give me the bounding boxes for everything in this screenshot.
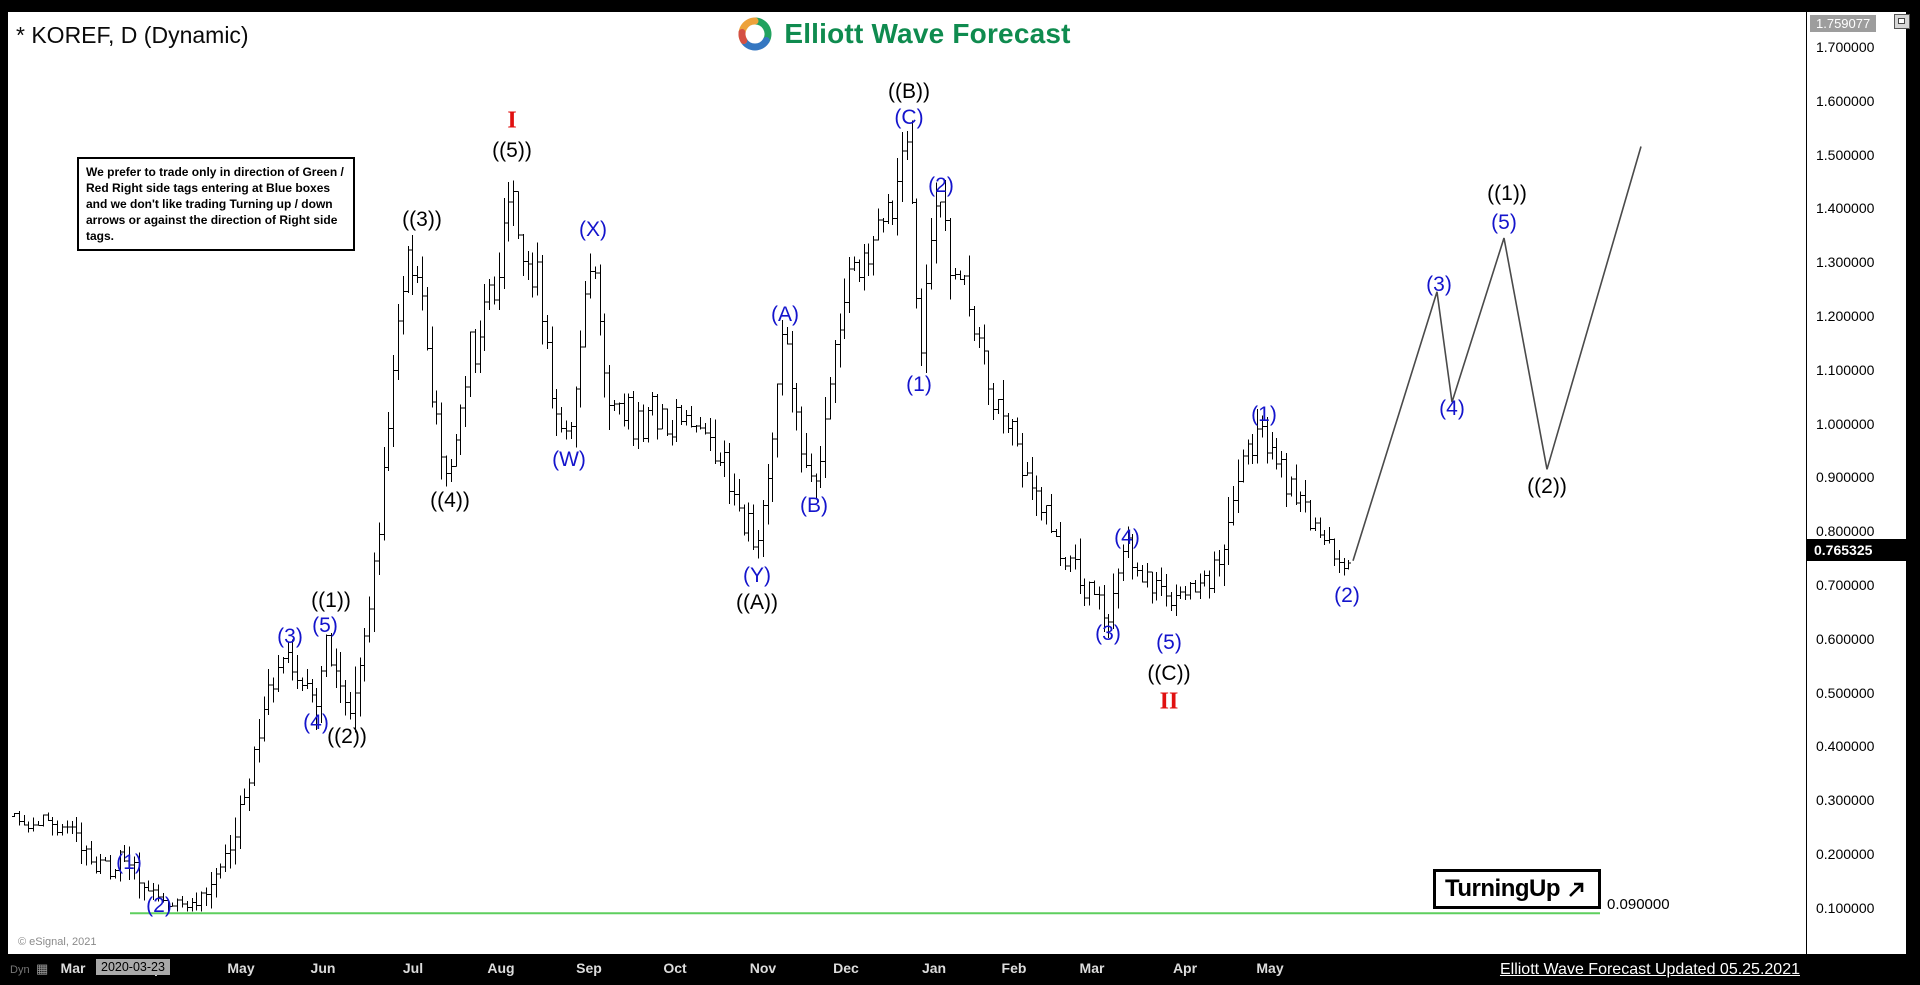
wave-label: ((1)) [1487,182,1527,205]
wave-label: (C) [894,106,924,129]
window-restore-glyph [1898,18,1905,24]
month-label: Mar [60,960,86,976]
price-tick-label: 0.400000 [1816,738,1875,755]
wave-label: (5) [1491,211,1517,234]
scrollbar-strip[interactable] [1906,0,1920,985]
price-tick-label: 1.000000 [1816,415,1875,432]
wave-label: (2) [146,894,172,917]
month-label: May [227,960,255,976]
wave-label: (3) [277,625,303,648]
wave-label: ((4)) [430,489,470,512]
month-label: Oct [663,960,687,976]
wave-label: II [1159,688,1179,715]
month-label: Jan [921,960,947,976]
month-label: Nov [749,960,777,976]
wave-label: ((2)) [327,725,367,748]
price-axis[interactable]: 1.759077 1.700000 1.600000 1.500000 1.40000… [1806,12,1920,954]
month-label: Feb [1001,960,1027,976]
price-tick-label: 0.300000 [1816,792,1875,809]
month-label: May [1256,960,1284,976]
month-label: Mar [1079,960,1105,976]
wave-label: (A) [771,303,799,326]
wave-label: ((5)) [492,139,532,162]
wave-label: ((A)) [736,591,778,614]
wave-label: (2) [1334,584,1360,607]
price-tick-label: 0.600000 [1816,630,1875,647]
copyright-label: © eSignal, 2021 [18,936,97,948]
start-date-badge: 2020-03-23 [96,959,170,975]
price-tick-label: 1.200000 [1816,308,1875,324]
wave-label: (4) [1439,397,1465,420]
price-tick-label: 0.900000 [1816,469,1875,486]
window-top-bar [0,0,1920,12]
price-tick-label: 1.600000 [1816,92,1875,109]
wave-label: (1) [906,373,932,396]
price-tick-label: 0.800000 [1816,523,1875,540]
wave-label: (Y) [743,564,771,587]
price-tick-label: 0.700000 [1816,577,1875,593]
wave-label: ((1)) [311,589,351,612]
price-tick-label: 1.300000 [1816,254,1875,271]
window-left-border [0,0,8,954]
high-price-badge: 1.759077 [1810,15,1877,32]
wave-label: (W) [552,448,586,471]
brand-logo: Elliott Wave Forecast [0,14,1806,54]
price-tick-label: 0.200000 [1816,846,1875,862]
wave-label: (B) [800,494,828,517]
wave-label: (5) [312,614,338,637]
updated-note: Elliott Wave Forecast Updated 05.25.2021 [1499,961,1800,978]
wave-label: (3) [1426,273,1452,296]
month-label: Aug [487,960,515,976]
price-tick-label: 0.500000 [1816,684,1875,701]
trading-note: We prefer to trade only in direction of … [77,157,355,252]
dyn-label: Dyn [10,964,30,976]
wave-label: (X) [579,218,607,241]
turning-up-label: TurningUp [1445,875,1561,902]
price-tick-label: 1.500000 [1816,146,1875,163]
turning-up-badge: TurningUp [1433,869,1602,909]
price-tick-label: 1.400000 [1816,200,1875,217]
wave-label: ((B)) [888,80,930,103]
support-price-label: 0.090000 [1607,896,1670,914]
wave-label: (4) [303,711,329,734]
month-label: Dec [833,960,859,976]
last-price-badge: 0.765325 [1807,538,1920,561]
wave-label: ((C)) [1147,662,1191,685]
wave-label: I [507,107,517,134]
month-label: Jul [402,960,424,976]
month-label: Apr [1172,960,1198,976]
month-label: Jun [310,960,336,976]
wave-label: ((3)) [402,208,442,231]
wave-label: (4) [1114,526,1140,549]
symbol-title: * KOREF, D (Dynamic) [16,22,249,48]
price-tick-label: 0.100000 [1816,899,1875,916]
brand-logo-icon [738,17,772,51]
grid-icon[interactable]: ▦ [36,961,49,976]
wave-label: (2) [928,174,954,197]
window-restore-icon[interactable] [1894,14,1910,29]
price-tick-label: 1.700000 [1816,39,1875,55]
time-axis[interactable]: Dyn ▦ Mar Apr May Jun Jul Aug Sep Oct Nov Dec Jan F… [0,954,1920,985]
wave-label: ((2)) [1527,475,1567,498]
price-tick-label: 1.100000 [1816,361,1875,378]
wave-label: (1) [116,851,142,874]
wave-label: (5) [1156,631,1182,654]
brand-logo-text: Elliott Wave Forecast [784,18,1071,49]
month-label: Sep [576,960,602,976]
wave-label: (1) [1251,403,1277,426]
wave-label: (3) [1095,622,1121,645]
turning-up-arrow-icon [1569,882,1584,897]
